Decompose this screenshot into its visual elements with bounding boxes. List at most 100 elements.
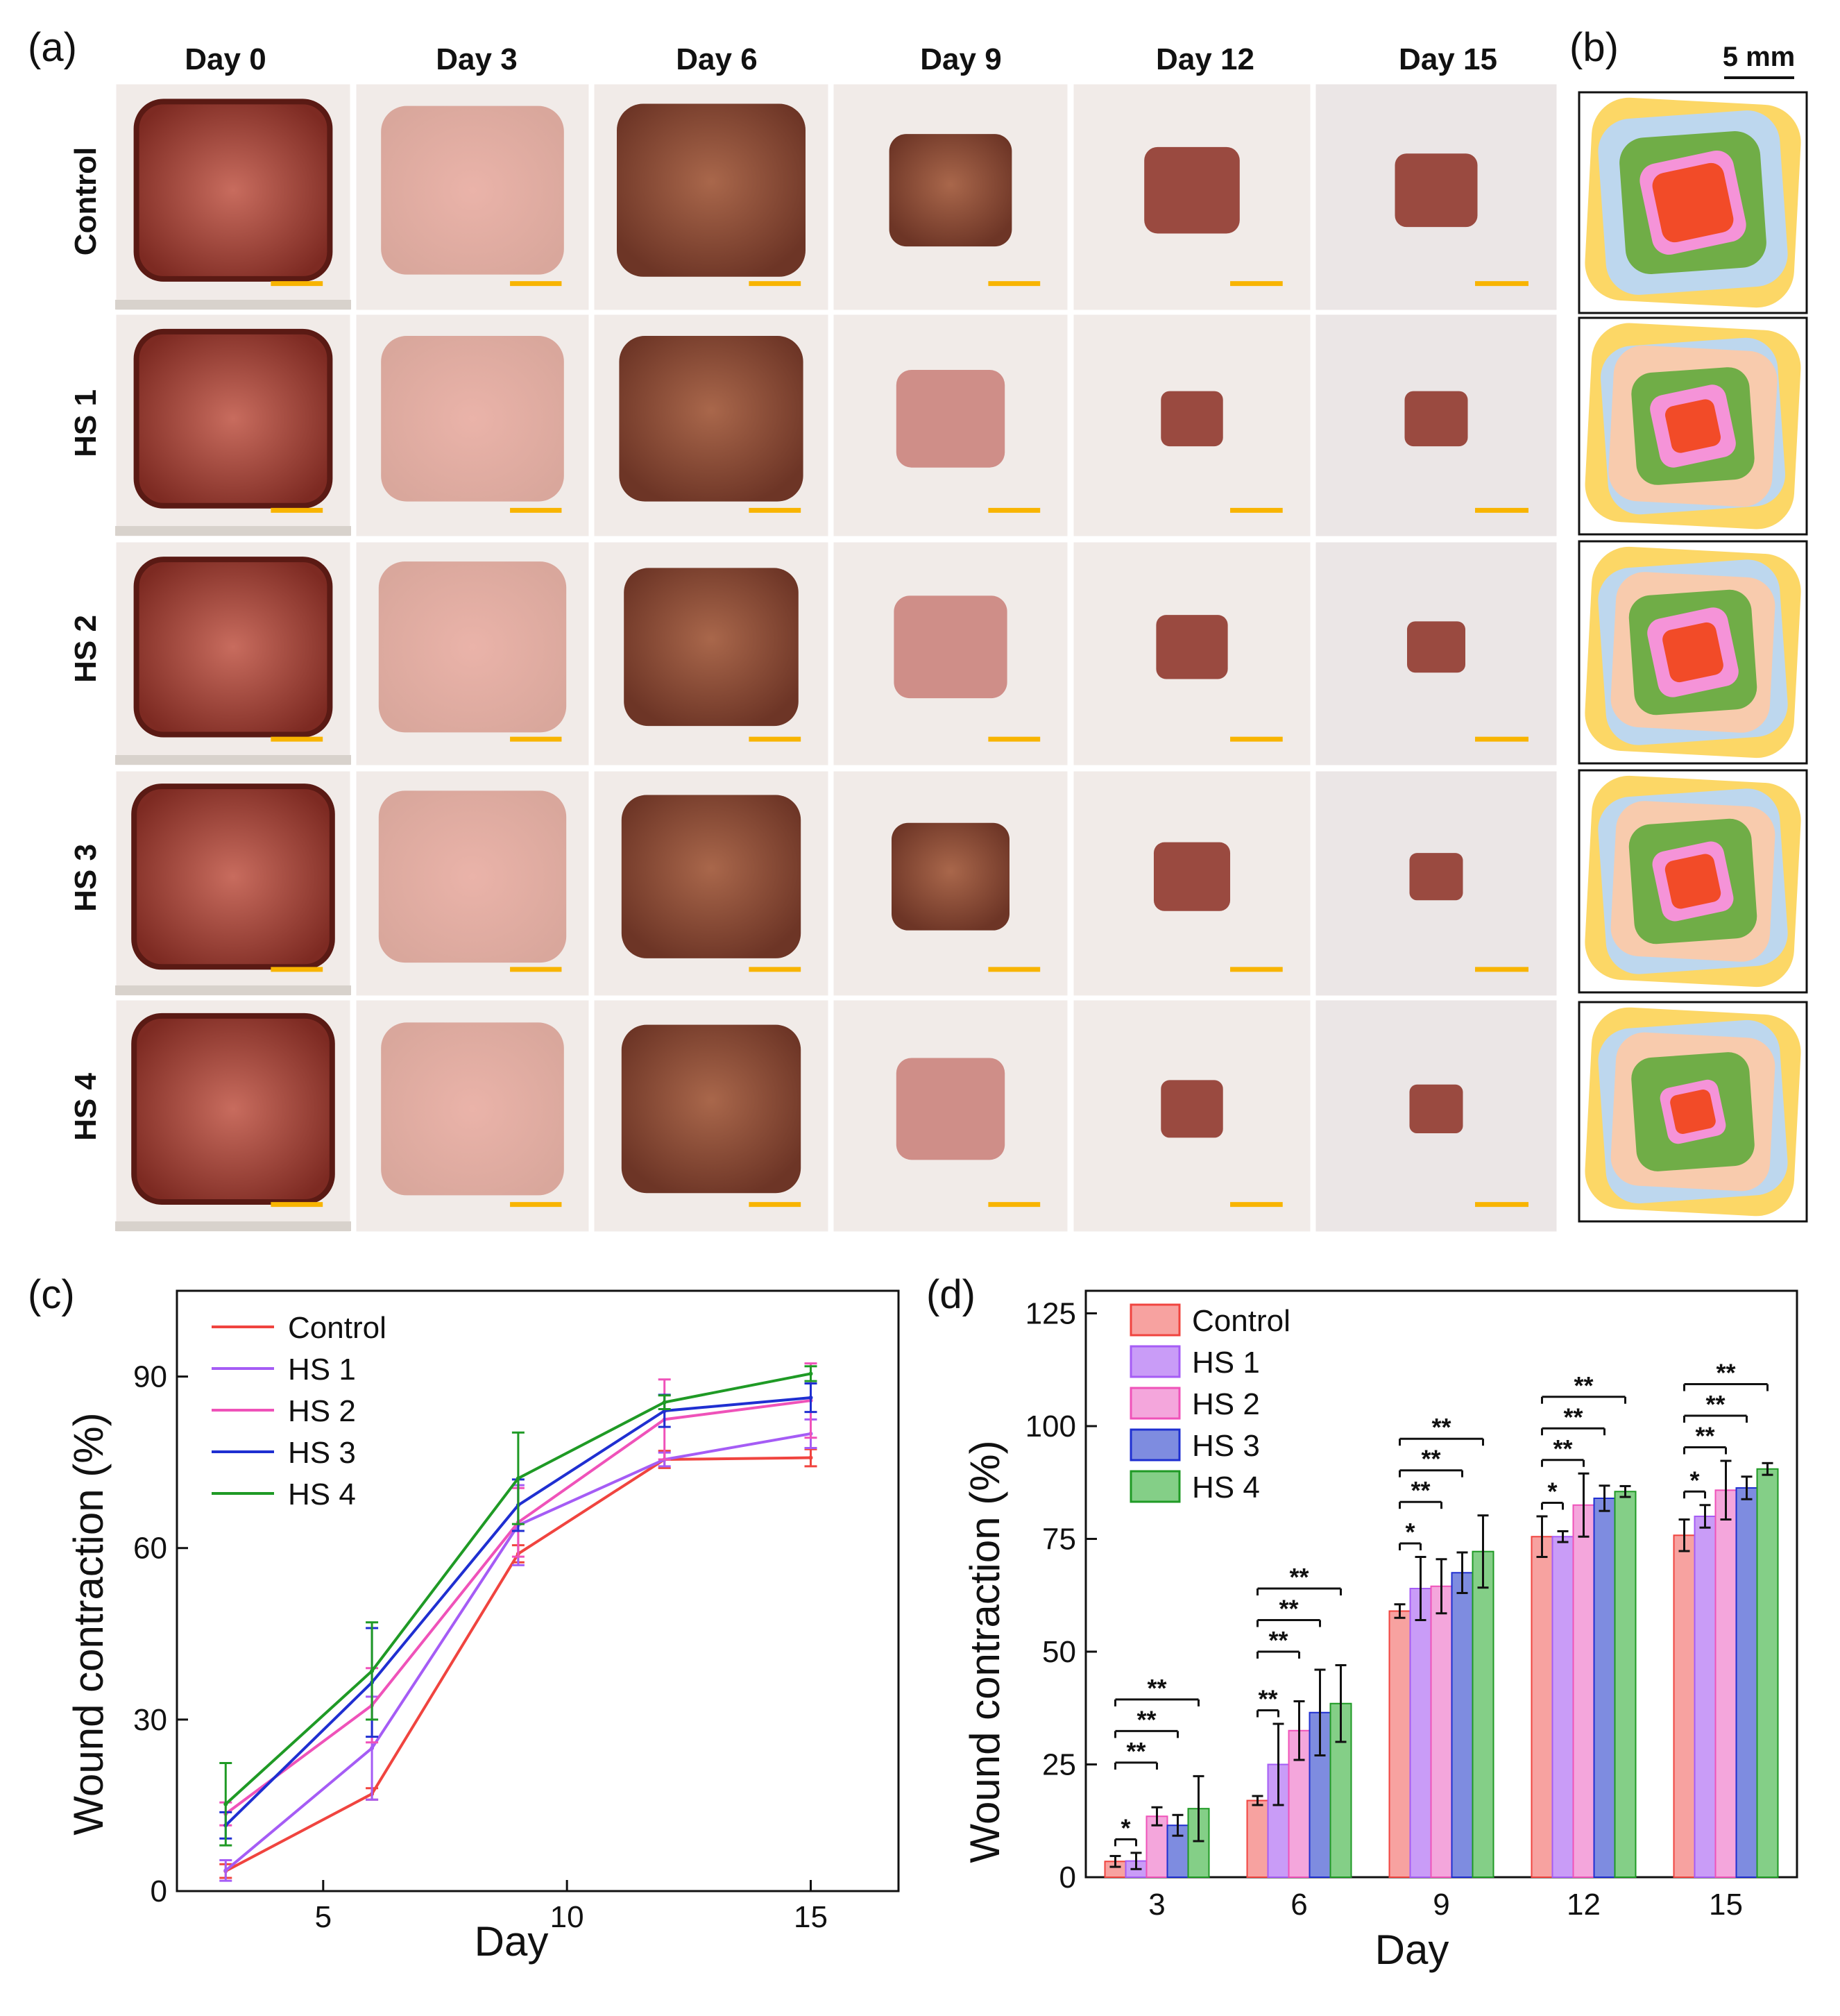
bar [1430,1585,1453,1878]
panel-label-c: (c) [28,1272,75,1317]
x-tick-label: 5 [315,1900,332,1934]
x-tick-label: 10 [550,1900,584,1934]
legend-swatch [1130,1428,1181,1462]
bar [1614,1491,1637,1878]
significance-label: ** [1553,1434,1572,1463]
y-tick-label: 90 [133,1360,167,1394]
wound-area [1144,146,1240,234]
overlay-layer [1652,162,1734,243]
line-chart: Wound contraction (%) Day 5 10 15 0 30 60 90 Co… [65,1289,900,1965]
legend-label: HS 4 [1192,1471,1260,1505]
significance-label: ** [1421,1445,1440,1473]
wound-photo [1071,540,1313,768]
overlay-layer [1670,1090,1716,1134]
wound-area [892,822,1010,931]
wound-area [1161,1080,1223,1138]
significance-label: ** [1574,1371,1593,1400]
data-point [223,1802,228,1806]
wound-area [617,103,806,277]
significance-label: ** [1279,1595,1298,1623]
wound-photo [354,82,591,312]
wound-area [1161,391,1223,447]
data-point [370,1746,375,1751]
y-tick-label: 0 [151,1874,167,1908]
x-tick-label: 12 [1567,1888,1601,1922]
wound-area [378,790,567,963]
significance-label: ** [1258,1685,1277,1713]
photo-background [831,540,1070,768]
significance-label: ** [1411,1476,1430,1505]
wound-photo [354,998,591,1234]
panel-label-d: (d) [926,1272,976,1317]
wound-edge [133,99,333,282]
bar-chart-y-label: Wound contraction (%) [962,1440,1008,1863]
wound-area [136,559,330,735]
wound-area [621,795,801,958]
data-point [370,1668,375,1673]
y-tick-label: 60 [133,1532,167,1566]
wound-area [1409,1084,1463,1134]
group-label: Control [69,147,103,255]
bar [1388,1610,1411,1878]
x-tick-label: 9 [1433,1888,1449,1922]
y-tick-label: 100 [1025,1409,1076,1443]
day-header: Day 9 [920,42,1001,76]
overlay-layer [1662,622,1723,683]
wound-photo [1071,82,1313,312]
legend-label: HS 3 [1192,1429,1260,1463]
wound-overlay [1578,1001,1808,1223]
ruler [115,300,351,310]
wound-area [1404,391,1468,447]
wound-area [1395,153,1478,228]
wound-area [896,369,1005,468]
legend-label: HS 2 [1192,1387,1260,1421]
ruler [115,1221,351,1231]
y-tick-label: 75 [1042,1523,1076,1557]
wound-area [134,1015,332,1202]
wound-photo [1313,312,1559,539]
group-labels: Control HS 1 HS 2 HS 3 HS 4 [69,147,103,1141]
wound-edge [133,557,333,738]
significance-label: ** [1126,1737,1145,1765]
group-label: HS 3 [69,844,103,912]
legend-label: Control [288,1311,386,1345]
wound-photo [114,540,352,768]
wound-photo [1313,998,1559,1234]
bar [1673,1534,1696,1879]
x-tick-label: 3 [1148,1888,1165,1922]
wound-area [1153,842,1231,911]
significance-label: * [1547,1477,1557,1506]
wound-area [619,336,803,502]
wound-overlay [1578,540,1808,765]
significance-label: ** [1563,1403,1583,1431]
bar [1472,1550,1494,1878]
day-headers: Day 0 Day 3 Day 6 Day 9 Day 12 Day 15 [185,42,1497,76]
legend-swatch [1130,1345,1181,1378]
wound-area [378,561,567,733]
group-label: HS 4 [69,1073,103,1141]
wound-photo [114,82,352,312]
y-tick-label: 0 [1059,1861,1076,1895]
legend-swatch [1130,1387,1181,1420]
data-point [662,1400,667,1405]
bar [1593,1498,1616,1878]
x-tick-label: 6 [1290,1888,1307,1922]
wound-area [896,1058,1005,1160]
bar-chart-x-label: Day [1375,1926,1449,1973]
overlay-layer [1664,854,1721,909]
wound-photo [354,312,591,539]
wound-overlay [1578,769,1808,994]
legend-label: HS 4 [288,1477,356,1511]
wound-photo [1313,82,1559,312]
wound-photo [114,312,352,539]
wound-photo [831,312,1070,539]
bar [1756,1468,1779,1878]
bar [1694,1516,1717,1878]
legend-label: HS 1 [288,1353,356,1387]
significance-label: * [1405,1518,1415,1546]
overlay-panels [1578,91,1808,1223]
legend-label: HS 3 [288,1436,356,1470]
wound-area [621,1024,801,1194]
significance-label: ** [1147,1674,1166,1702]
wound-photo [1071,769,1313,998]
